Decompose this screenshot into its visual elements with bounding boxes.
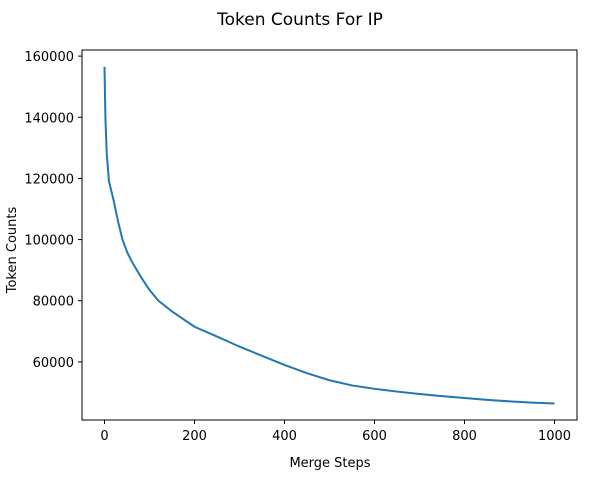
y-tick-label: 120000 [24,172,74,187]
data-line [103,66,555,405]
y-tick-label: 160000 [24,50,74,65]
y-tick-label: 80000 [33,295,74,310]
y-tick-label: 60000 [33,356,74,371]
x-tick-label: 1000 [538,429,571,444]
x-tick-label: 400 [272,429,297,444]
y-axis-label: Token Counts [5,207,20,295]
x-axis-label: Merge Steps [289,456,370,471]
x-tick-label: 0 [100,429,108,444]
chart-title: Token Counts For IP [216,10,383,30]
y-tick-label: 100000 [24,234,74,249]
plot-frame [81,49,578,421]
x-tick-label: 200 [182,429,207,444]
x-tick-label: 800 [452,429,477,444]
x-tick-label: 600 [362,429,387,444]
y-tick-label: 140000 [24,111,74,126]
